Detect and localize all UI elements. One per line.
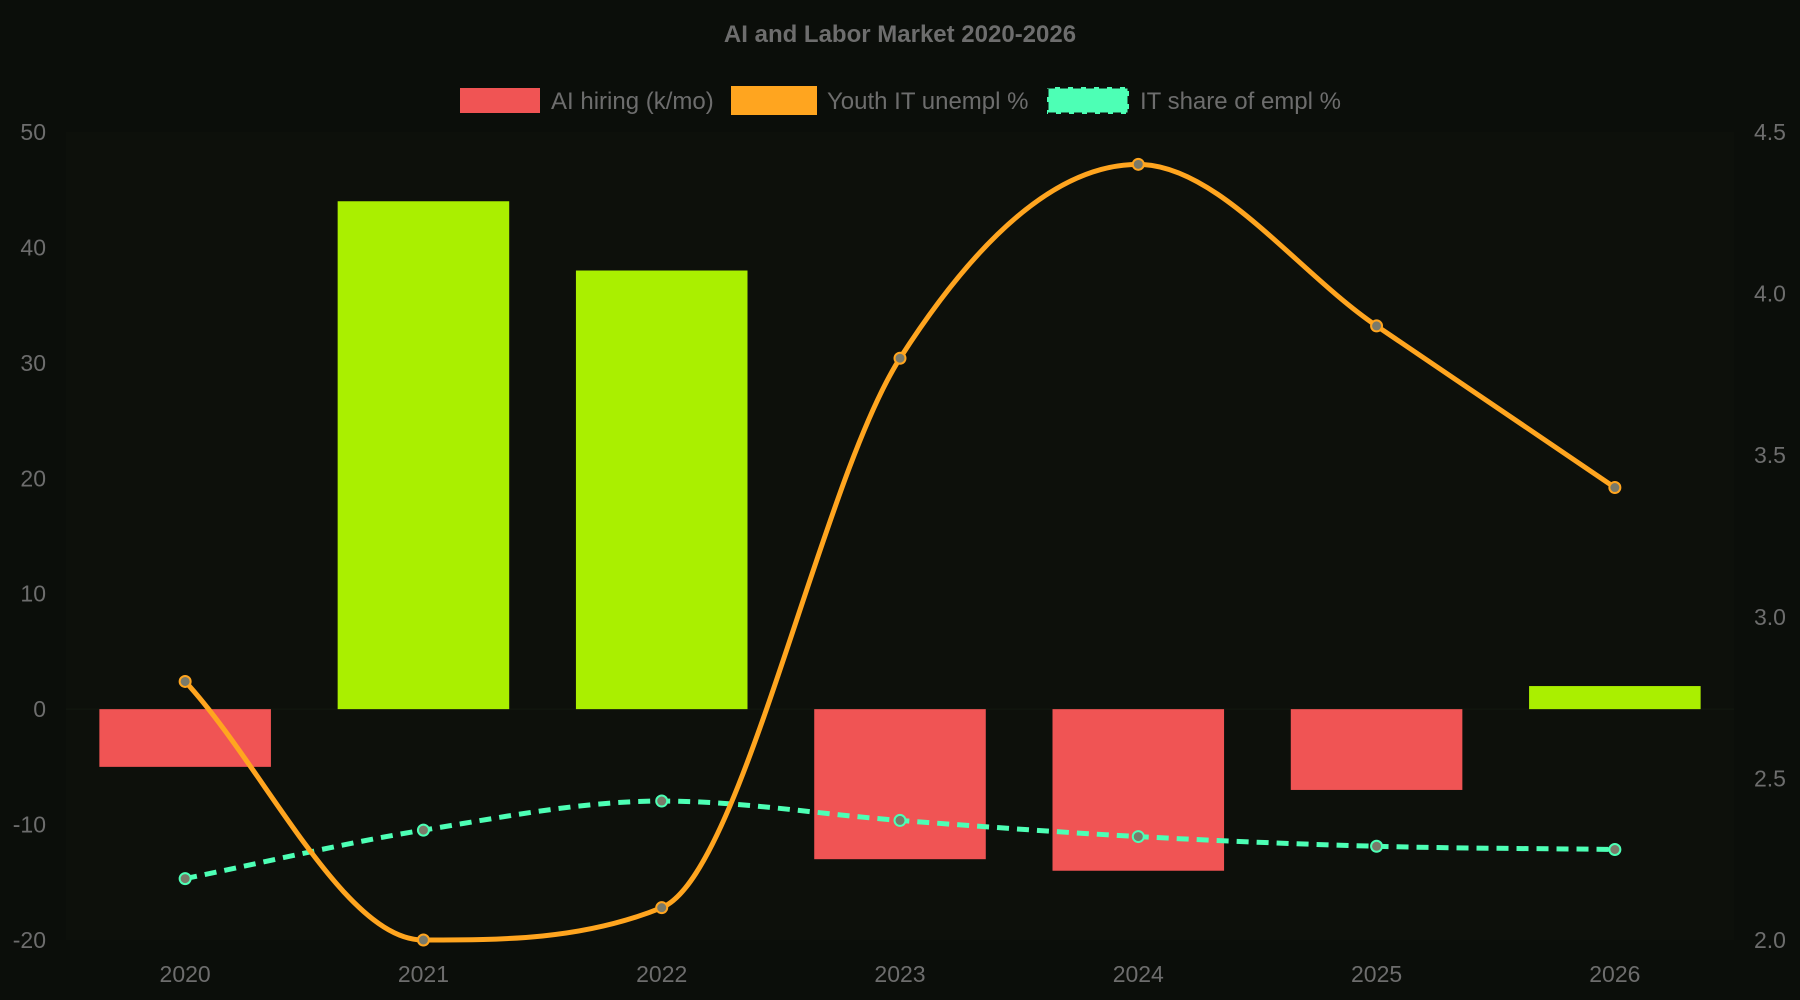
point-it-share[interactable] xyxy=(1370,839,1384,853)
right-tick-label: 2.5 xyxy=(1754,765,1786,791)
point-youth-unempl[interactable] xyxy=(655,901,669,915)
legend-swatch-youth-unempl xyxy=(731,86,817,115)
point-it-share[interactable] xyxy=(416,823,430,837)
x-axis: 2020 2021 2022 2023 2024 2025 2026 xyxy=(160,961,1641,987)
point-youth-unempl[interactable] xyxy=(1370,319,1384,333)
point-it-share[interactable] xyxy=(1131,830,1145,844)
legend-swatch-ai-hiring xyxy=(460,88,540,113)
bar-ai-hiring[interactable] xyxy=(814,709,986,860)
point-youth-unempl[interactable] xyxy=(178,674,192,688)
point-youth-unempl[interactable] xyxy=(1131,157,1145,171)
left-tick-label: 30 xyxy=(20,350,46,376)
x-tick-label: 2026 xyxy=(1589,961,1640,987)
x-tick-label: 2024 xyxy=(1113,961,1164,987)
left-tick-label: 40 xyxy=(20,234,46,260)
bar-ai-hiring[interactable] xyxy=(1052,709,1225,871)
point-youth-unempl[interactable] xyxy=(416,933,430,947)
point-it-share[interactable] xyxy=(893,813,907,827)
line-series xyxy=(178,157,1622,947)
legend-label-youth-unempl[interactable]: Youth IT unempl % xyxy=(827,88,1028,115)
bar-ai-hiring[interactable] xyxy=(337,201,510,710)
point-it-share[interactable] xyxy=(655,794,669,808)
right-tick-label: 4.0 xyxy=(1754,281,1786,307)
x-tick-label: 2020 xyxy=(160,961,211,987)
left-tick-label: 50 xyxy=(20,119,46,145)
x-tick-label: 2021 xyxy=(398,961,449,987)
right-axis: 4.5 4.0 3.5 3.0 2.5 2.0 xyxy=(1754,119,1786,953)
legend: AI hiring (k/mo) Youth IT unempl % IT sh… xyxy=(460,85,1341,116)
left-axis: 50 40 30 20 10 0 -10 -20 xyxy=(13,119,46,953)
left-tick-label: -20 xyxy=(13,927,46,953)
left-tick-label: -10 xyxy=(13,812,46,838)
x-tick-label: 2022 xyxy=(636,961,687,987)
bar-ai-hiring[interactable] xyxy=(1290,709,1463,790)
bar-ai-hiring[interactable] xyxy=(575,270,748,710)
x-tick-label: 2025 xyxy=(1351,961,1402,987)
x-tick-label: 2023 xyxy=(874,961,925,987)
point-it-share[interactable] xyxy=(1608,843,1622,857)
legend-swatch-it-share xyxy=(1045,85,1131,116)
bar-ai-hiring[interactable] xyxy=(1529,686,1701,710)
chart-title: AI and Labor Market 2020-2026 xyxy=(724,21,1076,48)
left-tick-label: 10 xyxy=(20,581,46,607)
point-youth-unempl[interactable] xyxy=(1608,481,1622,495)
point-it-share[interactable] xyxy=(178,872,192,886)
point-youth-unempl[interactable] xyxy=(893,351,907,365)
left-tick-label: 0 xyxy=(33,696,46,722)
right-tick-label: 3.0 xyxy=(1754,604,1786,630)
bar-series xyxy=(99,201,1701,871)
right-tick-label: 4.5 xyxy=(1754,119,1786,145)
legend-label-it-share[interactable]: IT share of empl % xyxy=(1140,88,1341,115)
legend-label-ai-hiring[interactable]: AI hiring (k/mo) xyxy=(551,88,714,115)
left-tick-label: 20 xyxy=(20,465,46,491)
right-tick-label: 2.0 xyxy=(1754,927,1786,953)
right-tick-label: 3.5 xyxy=(1754,442,1786,468)
